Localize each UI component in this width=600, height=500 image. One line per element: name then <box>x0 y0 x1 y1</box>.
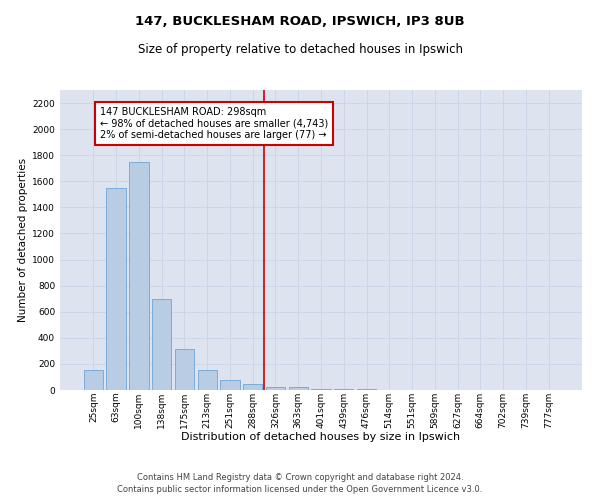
Bar <box>197 370 217 390</box>
Text: Contains public sector information licensed under the Open Government Licence v3: Contains public sector information licen… <box>118 485 482 494</box>
Bar <box>175 349 194 390</box>
Bar <box>289 388 308 390</box>
Bar <box>84 370 103 390</box>
Text: Size of property relative to detached houses in Ipswich: Size of property relative to detached ho… <box>137 42 463 56</box>
Bar <box>243 384 262 390</box>
Bar <box>106 188 126 390</box>
Y-axis label: Number of detached properties: Number of detached properties <box>18 158 28 322</box>
Text: 147, BUCKLESHAM ROAD, IPSWICH, IP3 8UB: 147, BUCKLESHAM ROAD, IPSWICH, IP3 8UB <box>135 15 465 28</box>
Bar <box>129 162 149 390</box>
Bar <box>311 388 331 390</box>
Bar <box>266 386 285 390</box>
Bar <box>357 388 376 390</box>
Bar <box>152 298 172 390</box>
Text: 147 BUCKLESHAM ROAD: 298sqm
← 98% of detached houses are smaller (4,743)
2% of s: 147 BUCKLESHAM ROAD: 298sqm ← 98% of det… <box>100 107 328 140</box>
X-axis label: Distribution of detached houses by size in Ipswich: Distribution of detached houses by size … <box>181 432 461 442</box>
Bar <box>220 380 239 390</box>
Text: Contains HM Land Registry data © Crown copyright and database right 2024.: Contains HM Land Registry data © Crown c… <box>137 472 463 482</box>
